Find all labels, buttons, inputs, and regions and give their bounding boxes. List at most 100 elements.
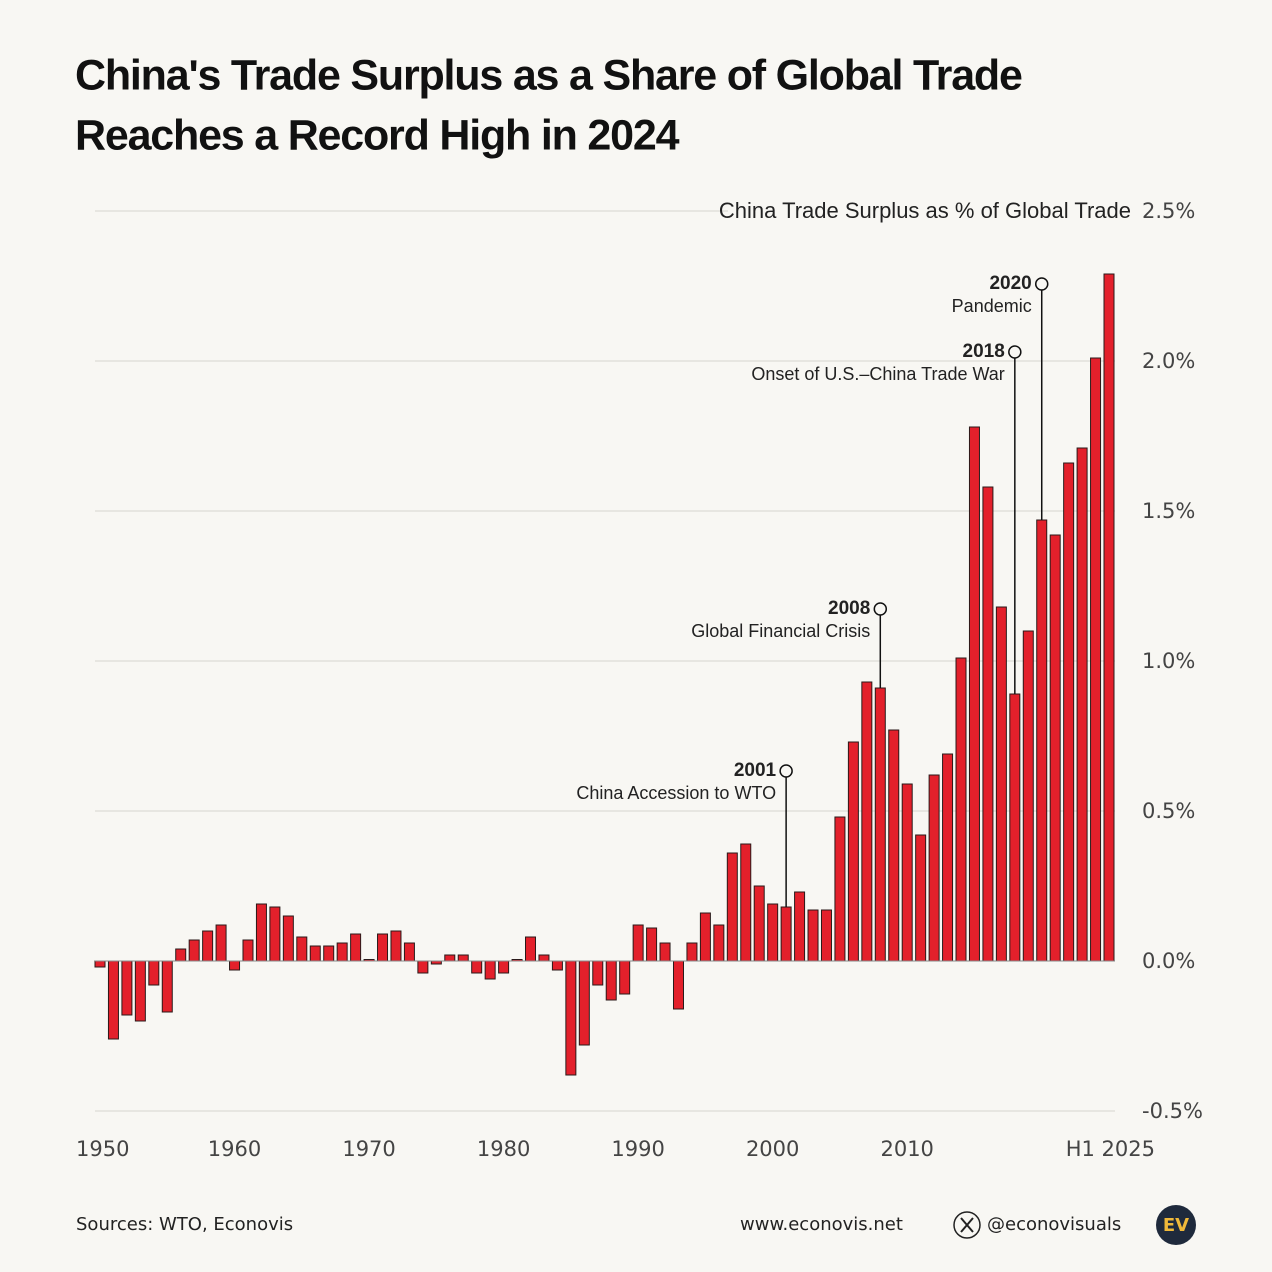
y-tick-label: 2.0% [1142, 349, 1195, 373]
bar [955, 657, 967, 962]
bar [148, 960, 160, 986]
bar [1103, 273, 1115, 962]
y-tick-label: 1.5% [1142, 499, 1195, 523]
x-tick-label: 1950 [76, 1137, 129, 1161]
bar [901, 783, 913, 962]
bar [229, 960, 241, 971]
bar [525, 936, 537, 962]
bar [484, 960, 496, 980]
bar [1036, 519, 1048, 962]
x-tick-label: 2000 [746, 1137, 799, 1161]
bar [740, 843, 752, 962]
bar [942, 753, 954, 962]
bar [578, 960, 590, 1046]
bar [672, 960, 684, 1010]
bar [686, 942, 698, 962]
bar [255, 903, 267, 962]
bar [726, 852, 738, 962]
bar [753, 885, 765, 962]
chart-subtitle: Reaches a Record High in 2024 [75, 111, 680, 159]
bar [134, 960, 146, 1022]
bar [1009, 693, 1021, 962]
website: www.econovis.net [740, 1214, 903, 1235]
bar [619, 960, 631, 995]
annotation-text: Global Financial Crisis [691, 621, 870, 641]
handle: @econovisuals [987, 1214, 1121, 1235]
bar [888, 729, 900, 962]
bar [282, 915, 294, 962]
bar [982, 486, 994, 962]
y-tick-label: 2.5% [1142, 199, 1195, 223]
bar [1022, 630, 1034, 962]
x-tick-label: H1 2025 [1066, 1137, 1155, 1161]
x-tick-label: 1960 [208, 1137, 261, 1161]
x-tick-label: 2010 [880, 1137, 933, 1161]
x-tick-label: 1990 [611, 1137, 664, 1161]
y-tick-label: 1.0% [1142, 649, 1195, 673]
bar [1049, 534, 1061, 962]
bar [107, 960, 119, 1040]
bar [350, 933, 362, 962]
bar [215, 924, 227, 962]
bar [498, 960, 510, 974]
bar [646, 927, 658, 962]
bar [161, 960, 173, 1013]
bar [377, 933, 389, 962]
bar [309, 945, 321, 962]
bar [794, 891, 806, 962]
bar [767, 903, 779, 962]
x-tick-label: 1980 [477, 1137, 530, 1161]
bar [565, 960, 577, 1076]
bar [659, 942, 671, 962]
logo-circle [1156, 1205, 1196, 1245]
bar [242, 939, 254, 962]
logo: EV [1163, 1215, 1189, 1236]
annotation-text: China Accession to WTO [576, 783, 776, 803]
bar [551, 960, 563, 971]
bar [834, 816, 846, 962]
bar [1063, 462, 1075, 962]
legend-bg [728, 196, 1138, 226]
y-tick-label: 0.5% [1142, 799, 1195, 823]
legend-label: China Trade Surplus as % of Global Trade [719, 198, 1131, 223]
bar [820, 909, 832, 962]
bar [968, 426, 980, 962]
source: Sources: WTO, Econovis [76, 1214, 293, 1235]
bar [269, 906, 281, 962]
y-tick-label: 0.0% [1142, 949, 1195, 973]
bar [538, 954, 550, 962]
bar [605, 960, 617, 1001]
bar [121, 960, 133, 1016]
annotation-year: 2001 [734, 760, 777, 781]
annotation-marker [873, 602, 888, 616]
bar [323, 945, 335, 962]
plot: -0.5% 0.0% 0.5% 1.0% 1.5% 2.0% 2.5% China Trade… [76, 196, 1203, 1161]
bar [847, 741, 859, 962]
bar [444, 954, 456, 962]
annotation-year: 2008 [828, 598, 870, 619]
bar [861, 681, 873, 962]
bar [390, 930, 402, 962]
chart-title: China's Trade Surplus as a Share of Glob… [75, 51, 1022, 99]
y-tick-label: -0.5% [1142, 1099, 1203, 1123]
bar [175, 948, 187, 962]
bar [1076, 447, 1088, 962]
bar [457, 954, 469, 962]
bar [632, 924, 644, 962]
bar [296, 936, 308, 962]
bar [94, 960, 106, 968]
bar [699, 912, 711, 962]
bar [915, 834, 927, 962]
bar [780, 906, 792, 962]
annotation-text: Onset of U.S.–China Trade War [751, 364, 1004, 384]
annotation-year: 2020 [989, 273, 1031, 294]
annotation-marker [1034, 277, 1049, 291]
annotation-year: 2018 [963, 341, 1005, 362]
bar [874, 687, 886, 962]
bar [995, 606, 1007, 962]
annotation-text: Pandemic [952, 296, 1032, 316]
bar [471, 960, 483, 974]
annotation-marker [1008, 345, 1022, 359]
x-icon-mark [960, 1217, 974, 1233]
